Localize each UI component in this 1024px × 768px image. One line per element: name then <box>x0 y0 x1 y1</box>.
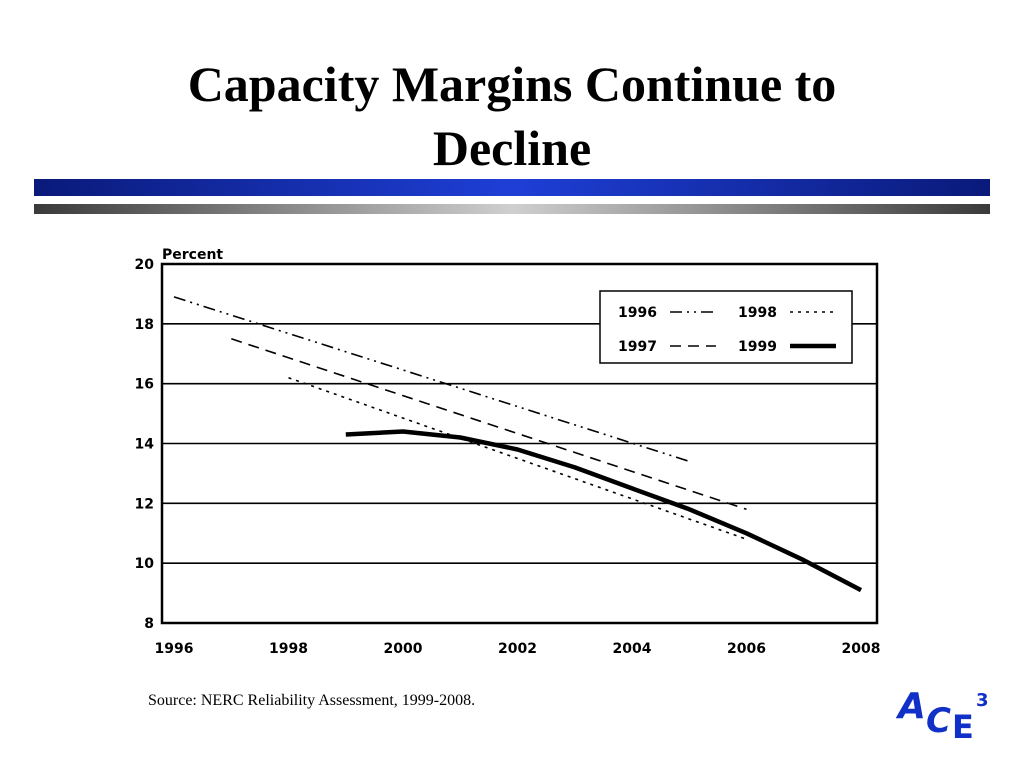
x-tick-label-2006: 2006 <box>727 641 766 657</box>
x-tick-label-2000: 2000 <box>384 641 423 657</box>
series-line-1998 <box>288 376 747 540</box>
logo-superscript-3: 3 <box>976 690 989 711</box>
title-divider-blue <box>34 179 990 196</box>
y-tick-label-12: 12 <box>135 496 154 512</box>
legend-box <box>599 290 853 364</box>
title-line-2: Decline <box>432 120 592 176</box>
series-line-1997 <box>231 338 747 511</box>
y-axis-label: Percent <box>162 247 223 263</box>
y-tick-label-8: 8 <box>144 616 154 632</box>
x-tick-label-1998: 1998 <box>269 641 308 657</box>
source-note: Source: NERC Reliability Assessment, 199… <box>148 692 476 709</box>
x-tick-label-2008: 2008 <box>842 641 881 657</box>
logo-letter-e: E <box>952 708 974 740</box>
legend-label-1998: 1998 <box>738 305 777 321</box>
logo-letter-a: A <box>896 686 926 727</box>
legend-label-1999: 1999 <box>738 339 777 355</box>
y-tick-label-16: 16 <box>135 377 154 393</box>
y-tick-label-10: 10 <box>135 556 155 572</box>
title-divider-gray <box>34 204 990 214</box>
series-line-1999 <box>345 429 863 593</box>
x-tick-label-2002: 2002 <box>498 641 537 657</box>
y-tick-label-14: 14 <box>135 437 155 453</box>
title-line-1: Capacity Margins Continue to <box>187 56 837 112</box>
x-tick-label-1996: 1996 <box>155 641 194 657</box>
ace3-logo: A C E 3 <box>896 686 989 740</box>
y-tick-label-20: 20 <box>135 257 155 273</box>
y-tick-label-18: 18 <box>135 317 154 333</box>
legend-label-1996: 1996 <box>618 305 657 321</box>
logo-letter-c: C <box>926 701 951 740</box>
slide-title: Capacity Margins Continue to Decline <box>0 52 1024 180</box>
legend-label-1997: 1997 <box>618 339 657 355</box>
x-tick-label-2004: 2004 <box>613 641 652 657</box>
